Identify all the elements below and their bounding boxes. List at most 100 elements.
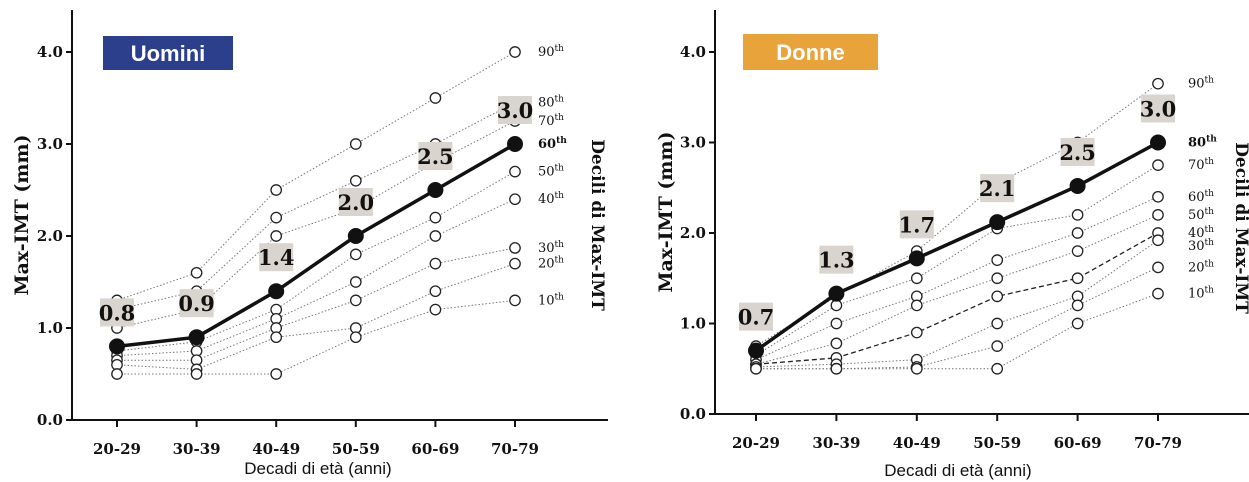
percentile-point [830,337,843,350]
percentile-point [349,248,362,261]
median-value-box [259,243,294,272]
decile-label-50th: 50th [538,164,564,180]
decile-number: 30 [538,241,555,256]
percentile-point [190,368,203,380]
percentile-point [1152,209,1164,221]
percentile-line-40th [755,232,1159,365]
percentile-point [509,165,521,178]
percentile-point [111,368,123,380]
percentile-point [1071,227,1084,239]
chart-title: Donne [776,40,844,65]
percentile-point [991,340,1004,352]
percentile-point [991,254,1004,266]
median-value-label: 1.4 [258,245,295,270]
percentile-point [270,331,283,344]
decile-label-80th: 80th [538,95,564,111]
median-point [1150,134,1166,151]
x-tick-label: 60-69 [1054,434,1102,452]
x-tick-label: 20-29 [732,434,780,452]
y-tick-label: 4.0 [680,43,706,61]
median-value-label: 0.9 [178,291,215,316]
median-value-box [819,245,854,274]
decile-number: 50 [538,165,555,180]
percentile-point [910,272,923,285]
decile-suffix: th [555,191,565,201]
percentile-point [429,230,442,242]
decile-suffix: th [1205,225,1215,235]
x-tick-label: 50-59 [332,440,380,458]
decile-label-80th: 80th [1188,135,1217,151]
x-axis-title: Decadi di età (anni) [244,459,391,478]
median-point [989,214,1006,231]
decile-number: 20 [1188,260,1205,275]
percentile-point [509,294,521,307]
percentile-point [1152,77,1164,90]
x-tick-label: 70-79 [1134,434,1182,452]
median-value-label: 0.8 [99,300,136,325]
y-tick-label: 1.0 [37,319,63,337]
decile-label-90th: 90th [1188,76,1214,92]
y-tick-label: 0.0 [37,411,63,429]
percentile-line-60th [755,196,1159,361]
percentile-point [349,174,362,187]
x-tick-label: 60-69 [411,440,459,458]
percentile-line-50th [755,214,1159,365]
x-axis-title: Decadi di età (anni) [884,461,1031,480]
percentile-point [830,299,843,312]
x-tick-label: 40-49 [893,434,941,452]
median-point [908,250,925,267]
y-tick-label: 2.0 [37,227,63,245]
median-point [347,228,364,244]
decile-suffix: th [1205,286,1215,296]
y-tick-label: 3.0 [37,135,63,153]
decile-number: 80 [538,96,555,111]
percentile-line-30th [117,247,516,361]
decile-axis-label: Decili di Max-IMT [587,139,607,311]
percentile-point [429,303,442,316]
chart-panel-donne: 0.0 1.0 2.0 3.0 4.0 20-29 30-39 40-49 50-59 60-69… [655,10,1249,480]
median-point [188,329,205,346]
percentile-point [1152,261,1164,274]
percentile-point [349,276,362,288]
median-value-label: 2.5 [417,144,454,169]
percentile-point [910,362,923,375]
decile-suffix: th [1205,238,1215,248]
decile-number: 90 [1188,77,1205,92]
y-axis-title: Max-IMT (mm) [11,134,33,295]
median-value-box [899,210,934,239]
percentile-point [991,272,1004,285]
percentile-point [1071,245,1084,257]
median-value-box [739,302,773,331]
y-tick-label: 0.0 [680,405,706,423]
decile-axis-label: Decili di Max-IMT [1231,142,1249,314]
percentile-point [429,285,442,298]
decile-suffix: th [1205,207,1215,217]
decile-suffix: th [1205,76,1215,86]
decile-label-10th: 10th [1188,286,1214,302]
decile-suffix: th [1205,259,1215,269]
percentile-line-20th [116,263,516,370]
percentile-point [509,257,521,270]
decile-suffix: th [556,136,567,146]
percentile-point [1152,234,1164,247]
decile-label-70th: 70th [1188,157,1214,173]
percentile-point [270,211,283,224]
median-value-box [418,142,453,170]
decile-number: 20 [538,257,555,272]
x-tick-label: 30-39 [812,434,860,452]
decile-suffix: th [555,164,565,174]
decile-number: 40 [538,192,555,207]
y-tick-label: 2.0 [680,224,706,242]
percentile-point [830,317,843,330]
percentile-point [429,92,442,104]
median-value-box [498,96,532,124]
x-tick-label: 70-79 [491,440,539,458]
percentile-point [1071,272,1084,285]
median-point [748,342,764,359]
median-value-label: 3.0 [497,98,534,123]
chart-title: Uomini [131,41,206,66]
percentile-point [270,368,283,380]
decile-suffix: th [1205,157,1215,167]
percentile-point [349,138,362,150]
